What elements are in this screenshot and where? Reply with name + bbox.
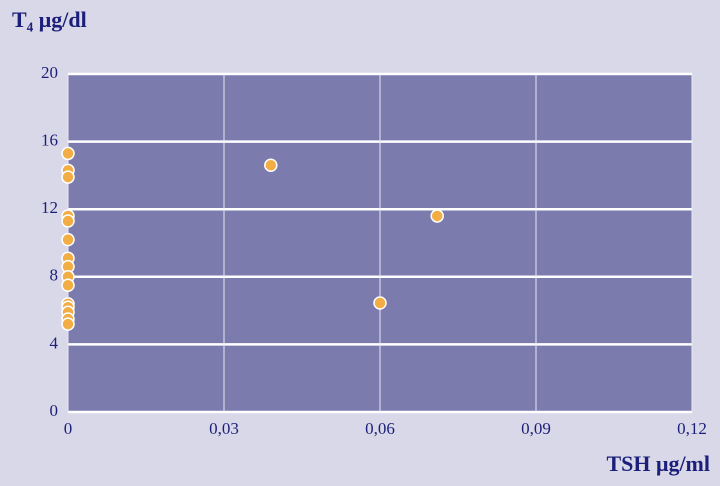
data-point [430, 209, 444, 223]
y-tick-label: 20 [41, 63, 58, 82]
data-point [61, 214, 75, 228]
x-tick-label: 0,12 [677, 419, 707, 438]
data-point [61, 170, 75, 184]
data-point [264, 158, 278, 173]
x-axis-label: TSH μg/ml [606, 451, 710, 476]
y-tick-label: 16 [41, 131, 58, 150]
x-tick-label: 0,03 [209, 419, 239, 438]
y-tick-label: 8 [50, 266, 59, 285]
y-axis-label: T₄ μg/dl [12, 7, 87, 32]
y-tick-label: 4 [50, 333, 59, 352]
data-point [373, 296, 387, 310]
x-tick-label: 0,09 [521, 419, 551, 438]
data-point [61, 232, 75, 247]
y-tick-label: 12 [41, 198, 58, 217]
data-point [61, 317, 75, 331]
x-tick-label: 0,06 [365, 419, 395, 438]
y-tick-label: 0 [50, 401, 59, 420]
data-point [61, 146, 75, 161]
x-tick-label: 0 [64, 419, 73, 438]
data-point [61, 278, 75, 292]
